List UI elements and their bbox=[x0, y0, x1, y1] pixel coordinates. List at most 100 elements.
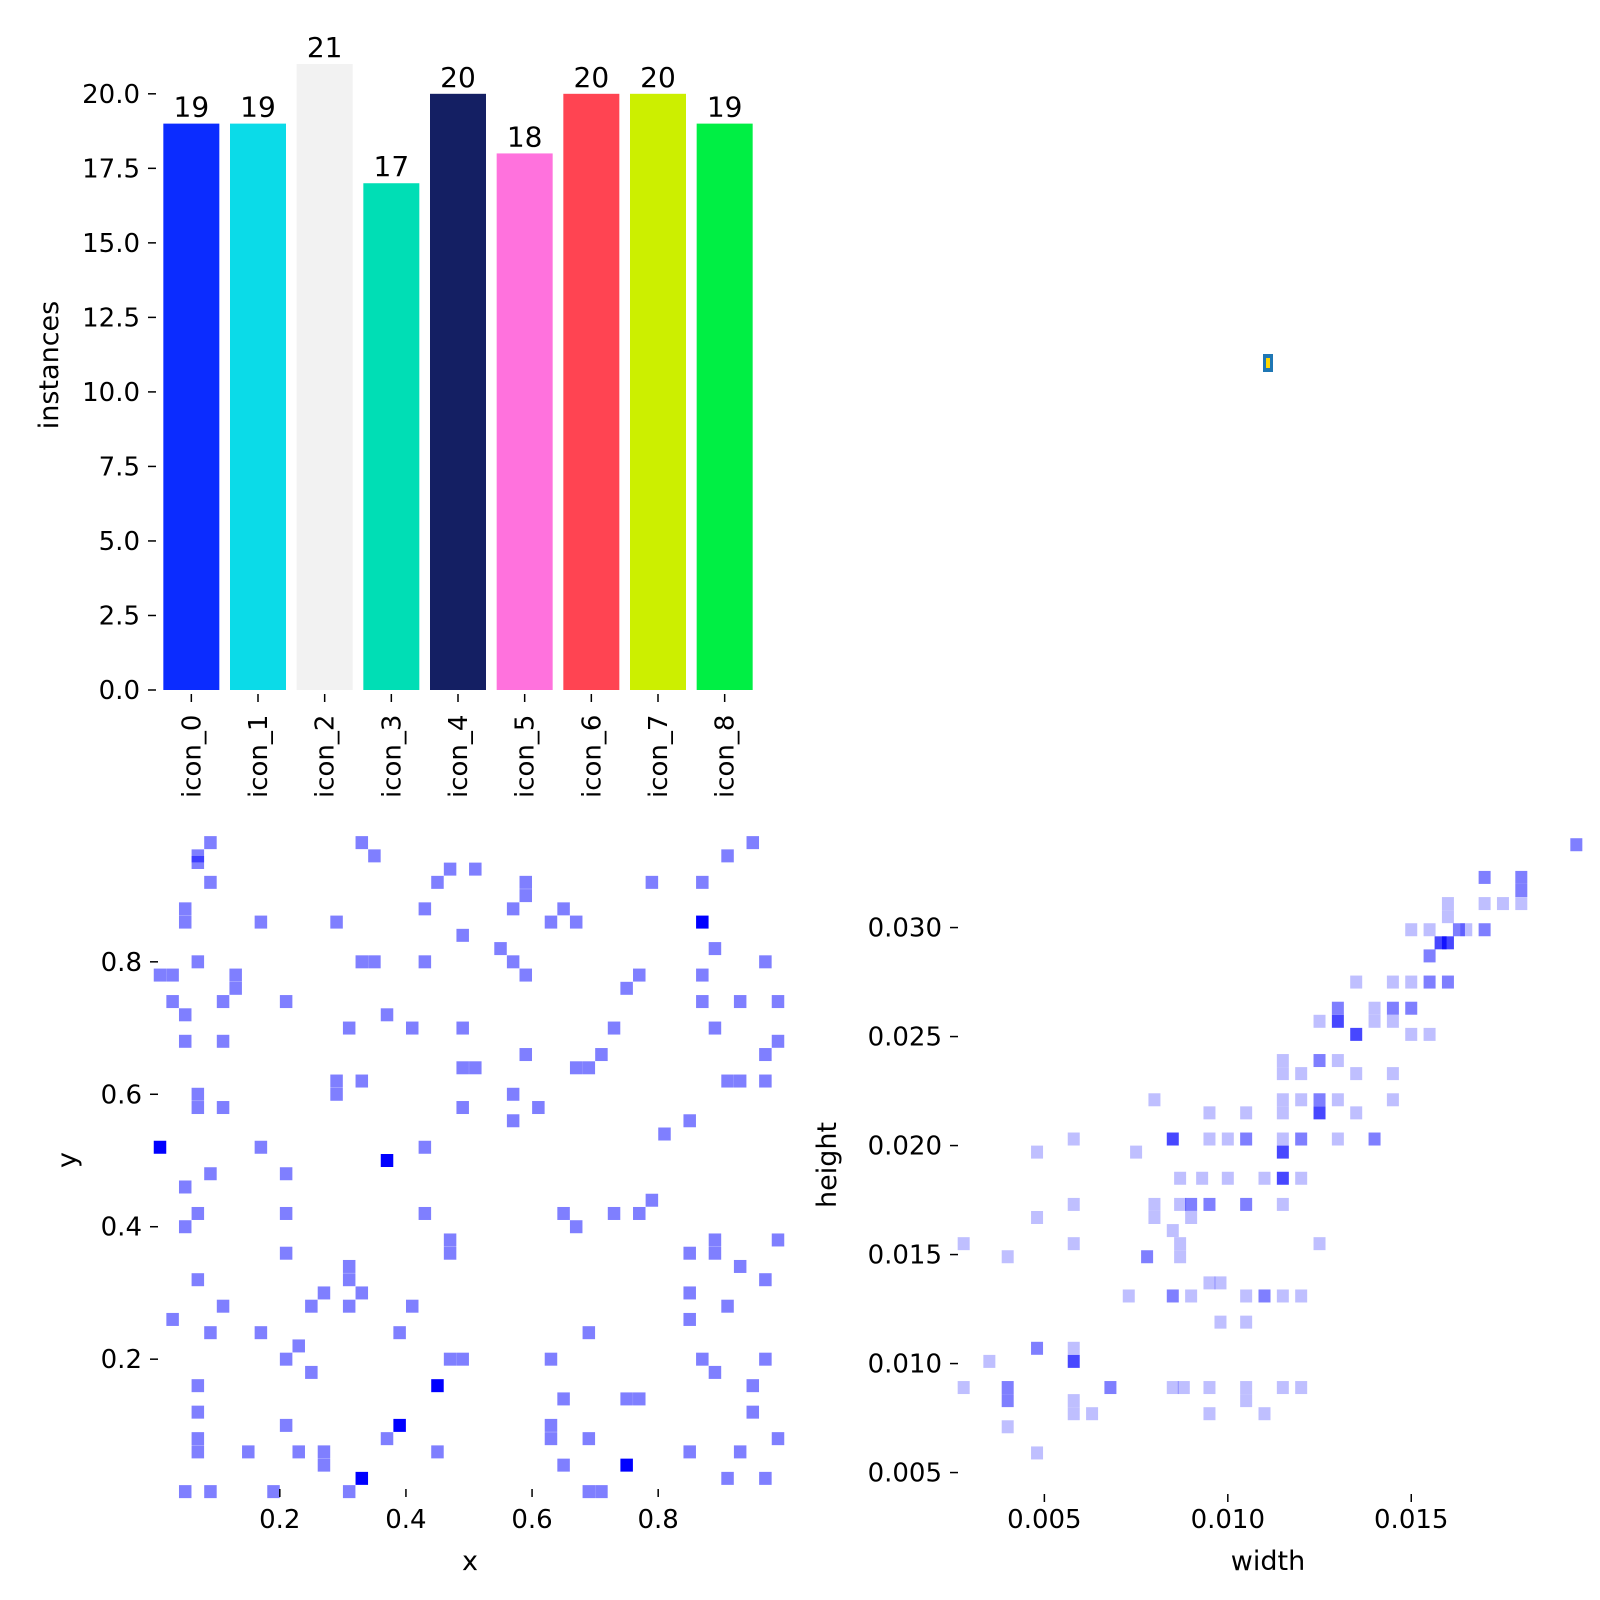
density-cell bbox=[456, 1061, 469, 1075]
density-cell bbox=[1031, 1446, 1044, 1460]
density-cell bbox=[1350, 1027, 1363, 1041]
density-cell bbox=[1203, 1132, 1216, 1146]
density-cell bbox=[1460, 923, 1473, 937]
density-cell bbox=[153, 968, 167, 982]
density-cell bbox=[1122, 1289, 1135, 1303]
y-tick-label: 20.0 bbox=[82, 80, 140, 110]
density-cell bbox=[1001, 1394, 1014, 1408]
x-tick-label: icon_2 bbox=[311, 715, 341, 798]
density-cell bbox=[1295, 1093, 1308, 1107]
density-cell bbox=[1185, 1197, 1198, 1211]
bar-icon_6 bbox=[563, 93, 620, 691]
density-cell bbox=[166, 995, 179, 1009]
density-cell bbox=[645, 1193, 659, 1207]
density-cell bbox=[355, 1471, 369, 1485]
density-cell bbox=[620, 981, 633, 995]
y-tick-label: 5.0 bbox=[99, 527, 140, 557]
density-cell bbox=[443, 1352, 457, 1366]
density-cell bbox=[1331, 1014, 1344, 1028]
density-cell bbox=[342, 1273, 356, 1287]
density-cell bbox=[431, 1379, 444, 1393]
density-cell bbox=[418, 1206, 432, 1220]
y-tick-label: 0.005 bbox=[868, 1459, 942, 1489]
y-tick-label: 7.5 bbox=[99, 452, 140, 482]
density-cell bbox=[279, 1352, 293, 1366]
density-cell bbox=[1185, 1289, 1198, 1303]
density-cell bbox=[1067, 1354, 1080, 1368]
density-cell bbox=[620, 1458, 633, 1472]
density-cell bbox=[178, 1485, 192, 1499]
density-cell bbox=[708, 942, 722, 956]
density-cell bbox=[1240, 1106, 1253, 1120]
density-cell bbox=[633, 1392, 646, 1406]
density-cell bbox=[191, 1273, 205, 1287]
density-cell bbox=[355, 836, 369, 850]
density-cell bbox=[506, 1114, 520, 1128]
bar-value-label: 18 bbox=[507, 120, 543, 153]
density-cell bbox=[1148, 1093, 1161, 1107]
density-cell bbox=[633, 1206, 646, 1220]
density-cell bbox=[1174, 1237, 1187, 1251]
density-cell bbox=[957, 1381, 970, 1395]
density-cell bbox=[456, 1101, 469, 1115]
density-cell bbox=[267, 1485, 280, 1499]
density-cell bbox=[1478, 923, 1491, 937]
density-cell bbox=[191, 955, 205, 969]
density-cell bbox=[153, 1140, 167, 1154]
density-cell bbox=[1478, 870, 1491, 884]
density-cell bbox=[1386, 1014, 1399, 1028]
y-tick-label: 2.5 bbox=[99, 601, 140, 631]
density-cell bbox=[443, 862, 457, 876]
y-tick-label: 12.5 bbox=[82, 303, 140, 333]
density-cell bbox=[506, 902, 520, 916]
x-tick-label: icon_8 bbox=[711, 715, 741, 798]
density-cell bbox=[1276, 1289, 1289, 1303]
density-cell bbox=[544, 1352, 558, 1366]
density-cell bbox=[1423, 949, 1436, 963]
density-cell bbox=[595, 1485, 608, 1499]
density-cell bbox=[1203, 1106, 1216, 1120]
density-cell bbox=[1368, 1014, 1381, 1028]
density-cell bbox=[721, 1299, 734, 1313]
density-cell bbox=[1441, 975, 1454, 989]
density-cell bbox=[771, 995, 785, 1009]
density-cell bbox=[532, 1101, 545, 1115]
density-cell bbox=[544, 1432, 558, 1446]
x-tick-label: 0.6 bbox=[511, 1505, 552, 1535]
density-cell bbox=[1104, 1381, 1117, 1395]
density-cell bbox=[178, 1180, 192, 1194]
density-cell bbox=[1276, 1171, 1289, 1185]
density-cell bbox=[204, 836, 217, 850]
x-tick-label: 0.005 bbox=[1007, 1505, 1081, 1535]
bar-icon_2 bbox=[296, 64, 353, 690]
density-cell bbox=[204, 1167, 217, 1181]
density-cell bbox=[658, 1127, 671, 1141]
density-cell bbox=[405, 1021, 419, 1035]
density-cell bbox=[431, 875, 444, 889]
density-cell bbox=[1313, 1014, 1326, 1028]
density-cell bbox=[1258, 1289, 1271, 1303]
density-cell bbox=[1174, 1250, 1187, 1264]
density-cell bbox=[582, 1326, 596, 1340]
density-cell bbox=[746, 1405, 760, 1419]
density-cell bbox=[330, 915, 343, 929]
y-tick-label: 0.4 bbox=[101, 1213, 142, 1243]
density-cell bbox=[1386, 1067, 1399, 1081]
density-cell bbox=[1276, 1093, 1289, 1107]
density-cell bbox=[393, 1418, 406, 1432]
y-tick-label: 0.025 bbox=[868, 1023, 942, 1053]
density-cell bbox=[469, 1061, 482, 1075]
density-cell bbox=[178, 902, 192, 916]
density-cell bbox=[1276, 1381, 1289, 1395]
y-tick-label: 10.0 bbox=[82, 378, 140, 408]
density-cell bbox=[1570, 838, 1583, 852]
density-cell bbox=[1276, 1145, 1289, 1159]
density-cell bbox=[1203, 1197, 1216, 1211]
density-cell bbox=[191, 1206, 205, 1220]
density-cell bbox=[696, 1352, 709, 1366]
bar-value-label: 19 bbox=[174, 91, 210, 124]
density-cell bbox=[557, 902, 570, 916]
density-cell bbox=[330, 1087, 343, 1101]
density-cell bbox=[983, 1354, 996, 1368]
bar-value-label: 19 bbox=[707, 91, 743, 124]
